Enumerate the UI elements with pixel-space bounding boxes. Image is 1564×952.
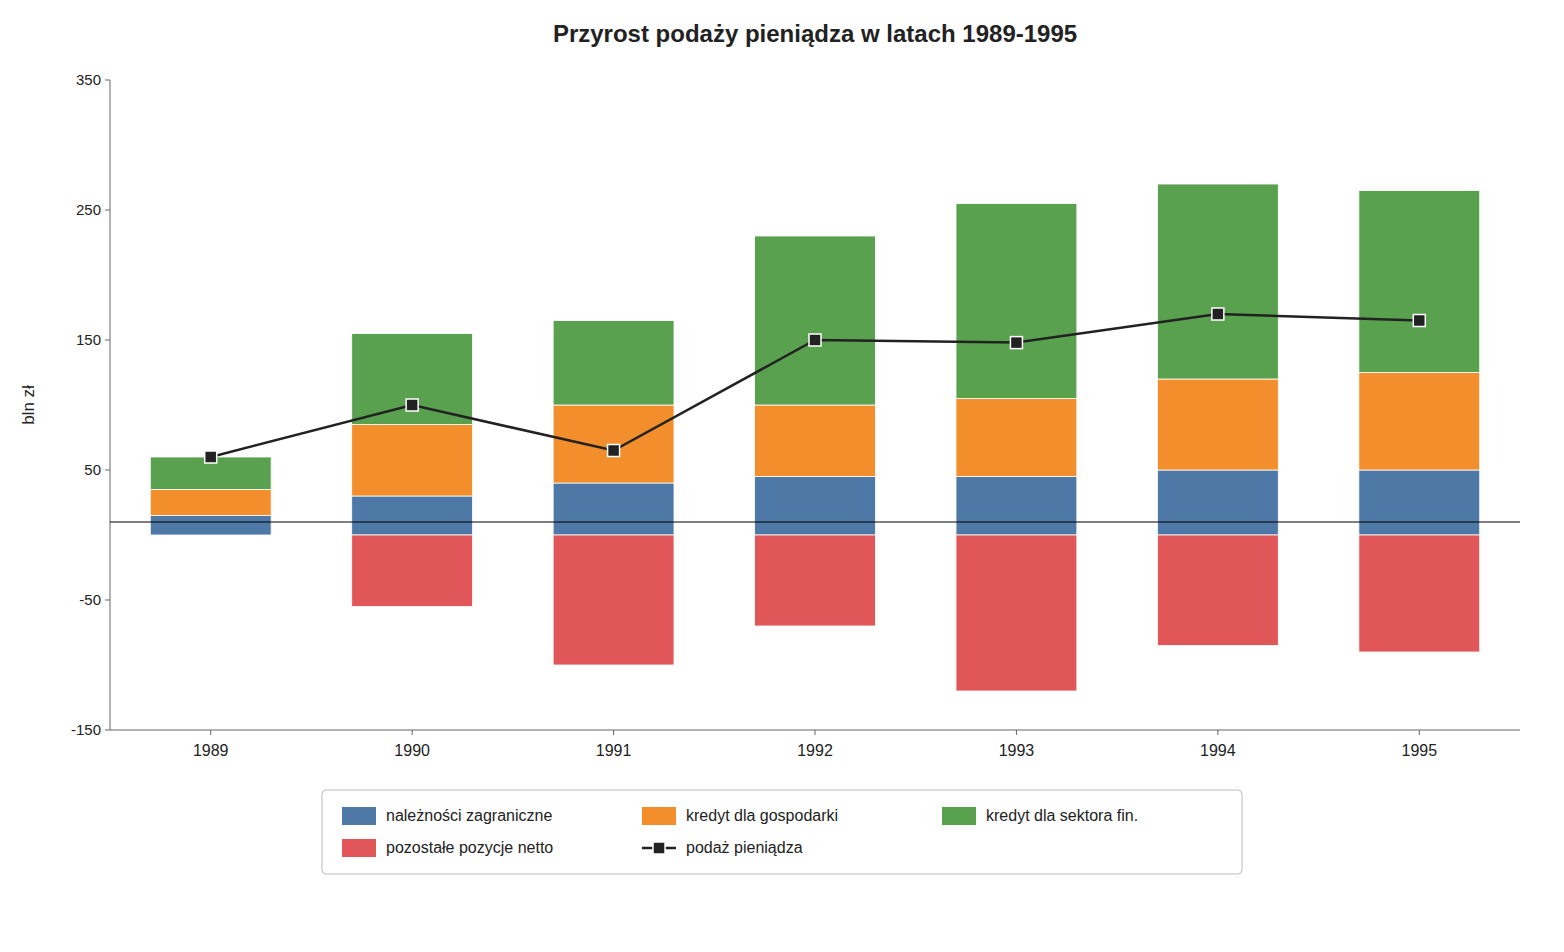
x-tick — [815, 730, 816, 735]
bar — [1157, 535, 1278, 646]
x-tick — [1217, 730, 1218, 735]
bar — [553, 321, 674, 406]
y-tick — [105, 340, 110, 341]
bar — [1157, 470, 1278, 535]
bar — [755, 236, 876, 405]
y-tick-label: 350 — [76, 71, 101, 88]
reference-line — [110, 521, 1520, 522]
y-tick-label: 150 — [76, 331, 101, 348]
x-tick — [210, 730, 211, 735]
line-marker — [406, 399, 418, 411]
bar — [352, 425, 473, 497]
x-tick-label: 1990 — [394, 742, 430, 759]
bar — [553, 535, 674, 665]
x-tick-label: 1995 — [1401, 742, 1437, 759]
line-marker — [205, 451, 217, 463]
y-tick — [105, 210, 110, 211]
bar — [956, 399, 1077, 477]
legend-label: pozostałe pozycje netto — [386, 839, 553, 856]
x-tick — [412, 730, 413, 735]
bar — [755, 477, 876, 536]
y-tick — [105, 730, 110, 731]
line-marker — [1010, 337, 1022, 349]
y-tick-label: -150 — [71, 721, 101, 738]
legend-swatch — [342, 839, 376, 857]
chart-container: Przyrost podaży pieniądza w latach 1989-… — [0, 0, 1564, 952]
x-tick-label: 1992 — [797, 742, 833, 759]
line-marker — [608, 445, 620, 457]
legend-swatch — [342, 807, 376, 825]
bar — [1359, 470, 1480, 535]
legend-label: kredyt dla sektora fin. — [986, 807, 1138, 824]
bar — [1359, 373, 1480, 471]
bar — [150, 490, 271, 516]
legend-swatch — [653, 842, 665, 854]
x-tick-label: 1994 — [1200, 742, 1236, 759]
legend-swatch — [642, 807, 676, 825]
line-marker — [1212, 308, 1224, 320]
title: Przyrost podaży pieniądza w latach 1989-… — [553, 20, 1077, 47]
bar — [352, 334, 473, 425]
x-tick-label: 1993 — [999, 742, 1035, 759]
y-tick-label: 250 — [76, 201, 101, 218]
x-tick-label: 1989 — [193, 742, 229, 759]
legend-label: podaż pieniądza — [686, 839, 803, 856]
y-tick — [105, 80, 110, 81]
legend-swatch — [942, 807, 976, 825]
bar — [1157, 379, 1278, 470]
x-tick — [1419, 730, 1420, 735]
legend-label: należności zagraniczne — [386, 807, 552, 824]
bar — [150, 516, 271, 536]
line — [211, 314, 1420, 457]
bar — [1359, 535, 1480, 652]
bar — [956, 535, 1077, 691]
legend-frame — [322, 790, 1242, 874]
plot-area — [110, 184, 1520, 691]
bar — [755, 535, 876, 626]
x-tick — [1016, 730, 1017, 735]
bar — [553, 483, 674, 535]
bar — [1359, 191, 1480, 373]
y-tick-label: 50 — [84, 461, 101, 478]
bar — [352, 535, 473, 607]
y-axis-label: bln zł — [19, 385, 38, 425]
legend-label: kredyt dla gospodarki — [686, 807, 838, 824]
line-marker — [1413, 315, 1425, 327]
y-tick-label: -50 — [79, 591, 101, 608]
bar — [755, 405, 876, 477]
y-axis — [110, 80, 111, 730]
chart-svg: Przyrost podaży pieniądza w latach 1989-… — [0, 0, 1564, 952]
legend: należności zagraniczne kredyt dla gospoda… — [322, 790, 1242, 874]
bar — [956, 477, 1077, 536]
bar — [956, 204, 1077, 399]
x-tick — [613, 730, 614, 735]
bar — [1157, 184, 1278, 379]
bar — [352, 496, 473, 535]
x-tick-label: 1991 — [596, 742, 632, 759]
y-tick — [105, 470, 110, 471]
y-tick — [105, 600, 110, 601]
bar — [553, 405, 674, 483]
line-marker — [809, 334, 821, 346]
